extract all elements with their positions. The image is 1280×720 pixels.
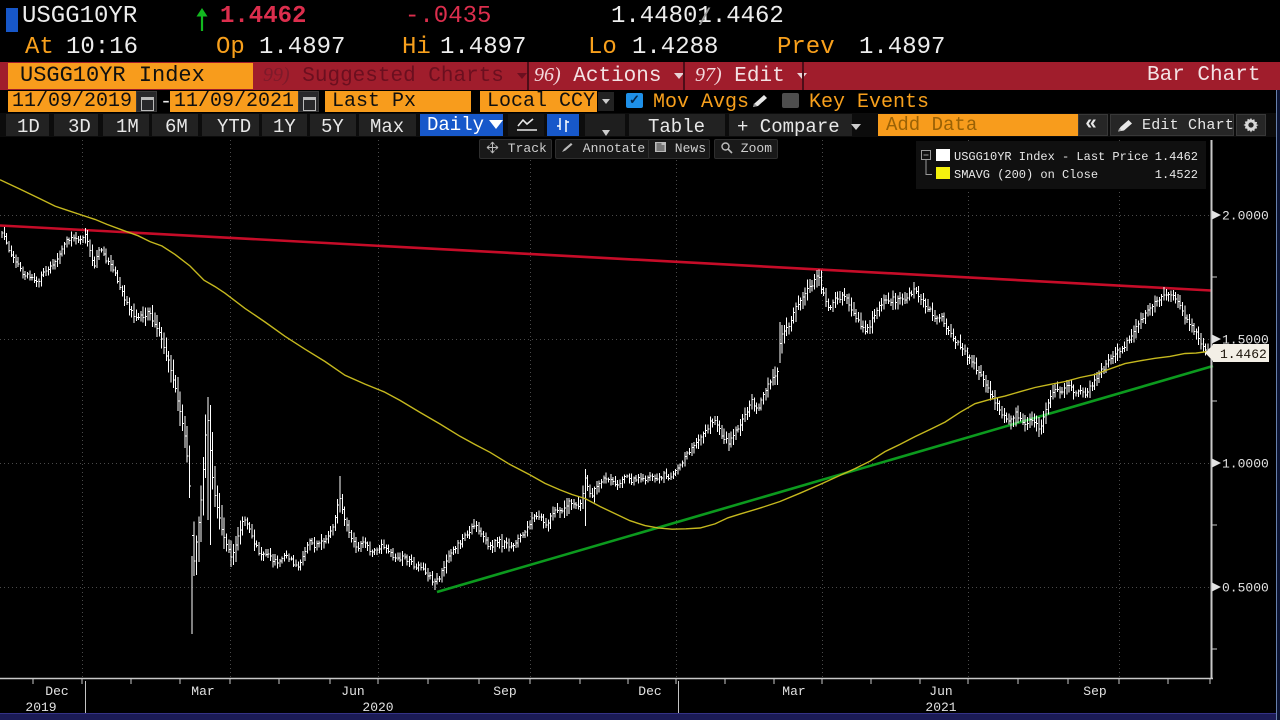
svg-text:1.4462: 1.4462: [1220, 347, 1267, 362]
svg-text:2019: 2019: [25, 700, 56, 715]
svg-text:SMAVG (200) on Close: SMAVG (200) on Close: [954, 168, 1098, 182]
svg-text:2021: 2021: [925, 700, 956, 715]
svg-text:1.0000: 1.0000: [1222, 457, 1269, 472]
svg-text:0.5000: 0.5000: [1222, 581, 1269, 596]
svg-text:Dec: Dec: [45, 684, 68, 699]
svg-text:2020: 2020: [362, 700, 393, 715]
svg-text:Jun: Jun: [341, 684, 364, 699]
svg-text:Dec: Dec: [638, 684, 661, 699]
svg-text:2.0000: 2.0000: [1222, 209, 1269, 224]
svg-text:Mar: Mar: [191, 684, 214, 699]
svg-text:1.4522: 1.4522: [1155, 168, 1198, 182]
svg-text:Sep: Sep: [493, 684, 516, 699]
svg-text:1.5000: 1.5000: [1222, 333, 1269, 348]
svg-text:USGG10YR Index - Last Price: USGG10YR Index - Last Price: [954, 150, 1148, 164]
svg-text:Mar: Mar: [782, 684, 805, 699]
svg-text:Sep: Sep: [1083, 684, 1106, 699]
svg-text:1.4462: 1.4462: [1155, 150, 1198, 164]
svg-text:Jun: Jun: [929, 684, 952, 699]
